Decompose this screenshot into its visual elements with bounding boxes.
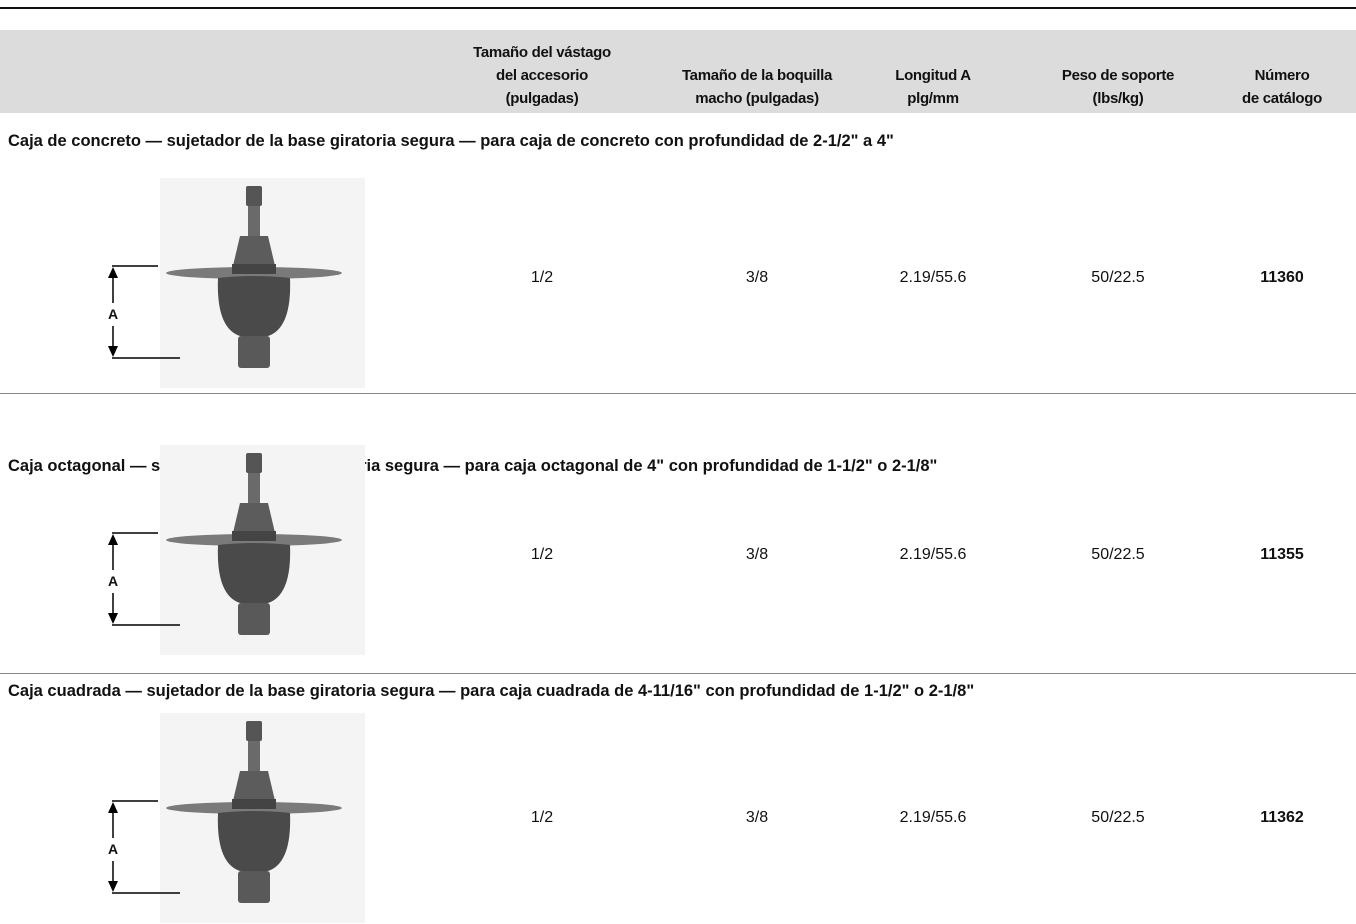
dimension-label: A <box>108 841 119 857</box>
catalog-number: 11362 <box>1260 809 1304 826</box>
table-cell: 1/2 <box>530 269 554 286</box>
header-cell: Peso de soporte <box>1061 67 1175 84</box>
product-image <box>108 445 365 655</box>
product-image <box>108 178 365 388</box>
header-cell: del accesorio <box>496 67 588 84</box>
table-cell: 50/22.5 <box>1091 546 1145 563</box>
table-cell: 2.19/55.6 <box>899 269 967 286</box>
table-cell: 3/8 <box>745 546 769 563</box>
row-separator <box>0 673 1356 674</box>
table-cell: 3/8 <box>745 269 769 286</box>
dimension-label: A <box>108 306 119 322</box>
product-figure <box>100 713 380 923</box>
catalog-number: 11360 <box>1260 269 1304 286</box>
table-cell: 3/8 <box>745 809 769 826</box>
dimension-label: A <box>108 573 119 589</box>
table-cell: 50/22.5 <box>1091 809 1145 826</box>
header-cell: (pulgadas) <box>505 90 579 107</box>
catalog-number: 11355 <box>1260 546 1304 563</box>
table-cell: 1/2 <box>530 809 554 826</box>
header-cell: de catálogo <box>1241 90 1323 107</box>
header-cell: macho (pulgadas) <box>695 90 819 107</box>
table-cell: 1/2 <box>530 546 554 563</box>
table-cell: 50/22.5 <box>1091 269 1145 286</box>
table-cell: 2.19/55.6 <box>899 809 967 826</box>
header-cell: (lbs/kg) <box>1092 90 1144 107</box>
header-cell: Tamaño del vástago <box>473 44 611 61</box>
section-title: Caja de concreto — sujetador de la base … <box>8 132 894 150</box>
table-cell: 2.19/55.6 <box>899 546 967 563</box>
header-cell: Longitud A <box>895 67 971 84</box>
section-title: Caja cuadrada — sujetador de la base gir… <box>8 682 975 700</box>
product-figure <box>100 178 380 388</box>
header-cell: plg/mm <box>907 90 959 107</box>
top-rule <box>0 7 1356 9</box>
header-cell: Número <box>1254 67 1310 84</box>
row-separator <box>0 393 1356 394</box>
header-band <box>0 30 1356 113</box>
product-figure <box>100 445 380 655</box>
header-cell: Tamaño de la boquilla <box>681 67 833 84</box>
product-image <box>108 713 365 923</box>
